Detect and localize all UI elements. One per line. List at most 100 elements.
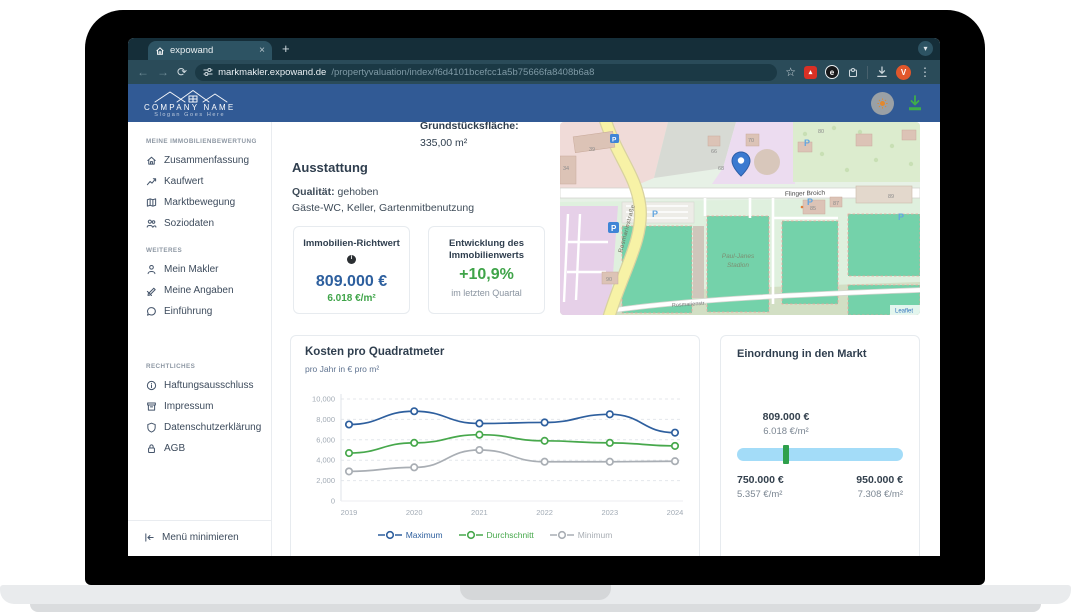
- ausstattung-title: Ausstattung: [292, 160, 368, 175]
- legend-maximum[interactable]: Maximum: [377, 530, 443, 540]
- sidebar-item-label: Kaufwert: [164, 176, 204, 187]
- chart-legend: Maximum Durchschnitt Minimum: [291, 530, 699, 540]
- market-current-value: 809.000 €: [762, 411, 810, 423]
- map[interactable]: 34 39 66 68 70 80 85 87 89 90: [560, 122, 920, 315]
- header-actions: [871, 91, 924, 115]
- market-current-per-sqm: 6.018 €/m²: [763, 426, 809, 437]
- extensions-puzzle-icon[interactable]: [847, 66, 859, 78]
- svg-text:2020: 2020: [406, 508, 423, 517]
- people-icon: [146, 219, 157, 228]
- sidebar-item-label: AGB: [164, 443, 186, 454]
- sidebar-item-label: Meine Angaben: [164, 285, 234, 296]
- info-icon: [146, 380, 157, 391]
- svg-text:Stadion: Stadion: [727, 262, 749, 269]
- house-number: 90: [606, 277, 612, 283]
- sidebar-item-mein-makler[interactable]: Mein Makler: [146, 264, 271, 275]
- sidebar-item-haftungsausschluss[interactable]: Haftungsausschluss: [146, 380, 271, 391]
- toolbar-divider: [867, 65, 868, 79]
- svg-text:2022: 2022: [536, 508, 553, 517]
- sidebar-item-soziodaten[interactable]: Soziodaten: [146, 218, 271, 229]
- market-max: 950.000 € 7.308 €/m²: [856, 474, 903, 500]
- laptop-bezel: expowand × + ▾ ← → ⟳ markmakler.expowand…: [85, 10, 985, 585]
- bookmark-star-icon[interactable]: ☆: [785, 65, 796, 79]
- sidebar-item-meine-angaben[interactable]: Meine Angaben: [146, 285, 271, 296]
- info-icon[interactable]: i: [347, 254, 356, 264]
- map-marker-pin[interactable]: [731, 151, 751, 177]
- roofline-logo-icon: [154, 90, 228, 103]
- legend-durchschnitt[interactable]: Durchschnitt: [458, 530, 534, 540]
- e-extension-icon[interactable]: e: [825, 65, 839, 79]
- sidebar-section-title: RECHTLICHES: [146, 363, 196, 370]
- parking-square-icon: P P: [608, 134, 619, 233]
- company-logo[interactable]: COMPANY NAME Slogan Goes Here: [144, 88, 235, 118]
- forward-icon[interactable]: →: [157, 65, 169, 79]
- menu-kebab-icon[interactable]: ⋮: [919, 65, 931, 79]
- map-icon: [146, 198, 157, 207]
- sidebar-item-label: Haftungsausschluss: [164, 380, 254, 391]
- sidebar-item-agb[interactable]: AGB: [146, 443, 271, 454]
- download-report-icon[interactable]: [906, 94, 924, 112]
- pen-icon: [146, 287, 156, 296]
- legend-label: Durchschnitt: [486, 530, 534, 540]
- new-tab-icon[interactable]: +: [282, 41, 290, 56]
- address-bar[interactable]: markmakler.expowand.de /propertyvaluatio…: [195, 63, 778, 81]
- svg-text:0: 0: [331, 497, 335, 506]
- richtwert-value: 809.000 €: [315, 272, 388, 290]
- menu-minimize-label: Menü minimieren: [162, 532, 239, 543]
- company-slogan: Slogan Goes Here: [154, 112, 226, 118]
- sidebar-item-marktbewegung[interactable]: Marktbewegung: [146, 197, 271, 208]
- pdf-extension-icon[interactable]: ▴: [804, 65, 817, 79]
- market-bar: 809.000 € 6.018 €/m²: [737, 411, 903, 464]
- profile-avatar[interactable]: V: [896, 64, 911, 80]
- trend-icon: [146, 178, 157, 186]
- cost-chart-panel: Kosten pro Quadratmeter pro Jahr in € pr…: [290, 335, 700, 556]
- url-host: markmakler.expowand.de: [218, 66, 327, 78]
- download-icon[interactable]: [876, 66, 888, 78]
- svg-text:2023: 2023: [601, 508, 618, 517]
- svg-text:10,000: 10,000: [312, 395, 335, 404]
- close-icon[interactable]: ×: [259, 44, 265, 56]
- sidebar-item-zusammenfassung[interactable]: Zusammenfassung: [146, 155, 271, 166]
- tab-search-chevron-icon[interactable]: ▾: [918, 41, 933, 56]
- legend-marker-icon: [458, 530, 483, 540]
- market-min-value: 750.000 €: [737, 474, 784, 486]
- url-path: /propertyvaluation/index/f6d4101bcefcc1a…: [331, 66, 595, 78]
- sidebar-section-bewertung: MEINE IMMOBILIENBEWERTUNG Zusammenfassun…: [128, 138, 271, 239]
- shield-icon: [147, 422, 156, 433]
- quality-value: gehoben: [337, 186, 379, 198]
- sidebar-item-einfuehrung[interactable]: Einführung: [146, 306, 271, 317]
- entwicklung-caption: im letzten Quartal: [451, 287, 522, 298]
- theme-sun-icon[interactable]: [871, 91, 894, 115]
- quality-label: Qualität:: [292, 186, 335, 198]
- browser-toolbar: ← → ⟳ markmakler.expowand.de /propertyva…: [128, 60, 940, 84]
- map-attribution[interactable]: Leaflet: [895, 309, 913, 315]
- app-header: COMPANY NAME Slogan Goes Here: [128, 84, 940, 122]
- entwicklung-value: +10,9%: [459, 265, 514, 283]
- svg-text:2,000: 2,000: [316, 476, 335, 485]
- menu-minimize-button[interactable]: Menü minimieren: [128, 520, 271, 556]
- sidebar-item-impressum[interactable]: Impressum: [146, 401, 271, 412]
- svg-text:Paul-Janes: Paul-Janes: [722, 253, 755, 260]
- browser-tab[interactable]: expowand ×: [148, 41, 272, 60]
- sidebar-item-kaufwert[interactable]: Kaufwert: [146, 176, 271, 187]
- legend-marker-icon: [377, 530, 402, 540]
- legend-minimum[interactable]: Minimum: [549, 530, 612, 540]
- reload-icon[interactable]: ⟳: [177, 65, 188, 79]
- sidebar-item-label: Datenschutzerklärung: [164, 422, 262, 433]
- svg-text:6,000: 6,000: [316, 435, 335, 444]
- market-max-value: 950.000 €: [856, 474, 903, 486]
- parking-icon: P: [807, 197, 813, 207]
- richtwert-per-sqm: 6.018 €/m²: [327, 292, 376, 304]
- legend-label: Maximum: [405, 530, 443, 540]
- svg-text:P: P: [612, 137, 617, 144]
- sidebar-item-datenschutz[interactable]: Datenschutzerklärung: [146, 422, 271, 433]
- browser-window: expowand × + ▾ ← → ⟳ markmakler.expowand…: [128, 38, 940, 556]
- svg-text:2024: 2024: [667, 508, 684, 517]
- back-icon[interactable]: ←: [137, 65, 149, 79]
- parking-icon: P: [804, 138, 810, 148]
- house-number: 85: [810, 206, 816, 212]
- sidebar-section-weiteres: WEITERES Mein Makler Meine Angaben Einfü…: [128, 247, 271, 327]
- market-title: Einordnung in den Markt: [737, 348, 867, 360]
- site-settings-icon[interactable]: [203, 67, 213, 77]
